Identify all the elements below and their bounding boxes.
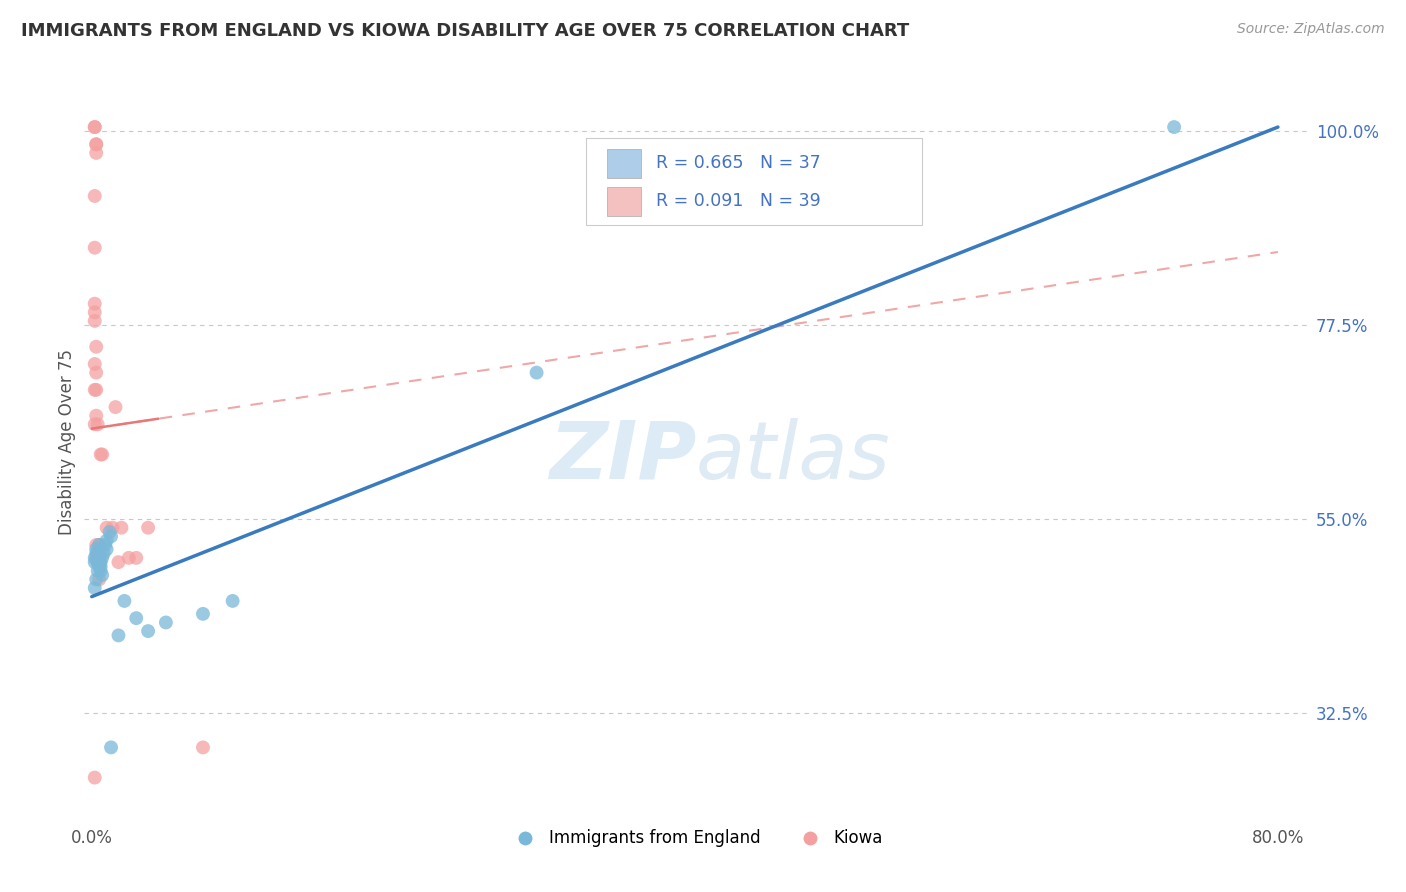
Point bbox=[86, 547, 108, 561]
Point bbox=[96, 542, 118, 557]
Bar bbox=[606, 149, 641, 178]
Point bbox=[136, 521, 159, 535]
Point bbox=[91, 550, 114, 565]
Point bbox=[84, 550, 107, 565]
Point bbox=[83, 120, 105, 134]
Point bbox=[83, 189, 105, 203]
Point bbox=[89, 538, 111, 552]
Point bbox=[91, 447, 114, 461]
Point bbox=[125, 611, 148, 625]
Point bbox=[86, 550, 108, 565]
Point bbox=[896, 211, 918, 225]
Point bbox=[90, 555, 112, 569]
Point bbox=[89, 538, 111, 552]
Point bbox=[101, 521, 124, 535]
Point bbox=[83, 305, 105, 319]
Point bbox=[89, 547, 111, 561]
Point bbox=[83, 555, 105, 569]
Text: Source: ZipAtlas.com: Source: ZipAtlas.com bbox=[1237, 22, 1385, 37]
Point bbox=[221, 594, 243, 608]
Point bbox=[83, 241, 105, 255]
Legend: Immigrants from England, Kiowa: Immigrants from England, Kiowa bbox=[502, 822, 890, 854]
Point bbox=[86, 555, 108, 569]
Point bbox=[83, 771, 105, 785]
Point bbox=[84, 383, 107, 397]
Point bbox=[86, 550, 108, 565]
Point bbox=[84, 409, 107, 423]
Point bbox=[107, 555, 129, 569]
Point bbox=[83, 314, 105, 328]
Point bbox=[91, 568, 114, 582]
Y-axis label: Disability Age Over 75: Disability Age Over 75 bbox=[58, 349, 76, 534]
Point bbox=[107, 628, 129, 642]
Text: IMMIGRANTS FROM ENGLAND VS KIOWA DISABILITY AGE OVER 75 CORRELATION CHART: IMMIGRANTS FROM ENGLAND VS KIOWA DISABIL… bbox=[21, 22, 910, 40]
Point bbox=[96, 521, 118, 535]
Point bbox=[89, 538, 111, 552]
Point bbox=[89, 550, 111, 565]
Point bbox=[89, 559, 111, 574]
Point bbox=[89, 573, 111, 587]
Point bbox=[191, 607, 214, 621]
Point bbox=[155, 615, 177, 630]
Point bbox=[125, 550, 148, 565]
Point bbox=[89, 555, 111, 569]
Point bbox=[84, 340, 107, 354]
Point bbox=[118, 550, 141, 565]
Point bbox=[112, 594, 135, 608]
Bar bbox=[606, 186, 641, 216]
Point bbox=[83, 120, 105, 134]
Point bbox=[1163, 120, 1185, 134]
Point bbox=[84, 573, 107, 587]
FancyBboxPatch shape bbox=[586, 138, 922, 226]
Text: R = 0.665   N = 37: R = 0.665 N = 37 bbox=[655, 154, 820, 172]
Point bbox=[93, 547, 115, 561]
Point bbox=[86, 417, 108, 432]
Point bbox=[100, 740, 122, 755]
Point bbox=[136, 624, 159, 639]
Point bbox=[191, 740, 214, 755]
Text: ZIP: ZIP bbox=[548, 417, 696, 496]
Point bbox=[96, 533, 118, 548]
Point bbox=[84, 366, 107, 380]
Point bbox=[90, 564, 112, 578]
Point bbox=[94, 538, 117, 552]
Point bbox=[526, 366, 548, 380]
Point bbox=[100, 529, 122, 543]
Point bbox=[104, 400, 127, 414]
Point bbox=[83, 296, 105, 310]
Text: R = 0.091   N = 39: R = 0.091 N = 39 bbox=[655, 192, 820, 211]
Point bbox=[98, 524, 121, 539]
Point bbox=[84, 137, 107, 152]
Point bbox=[84, 538, 107, 552]
Point bbox=[86, 564, 108, 578]
Point bbox=[83, 550, 105, 565]
Point bbox=[83, 357, 105, 371]
Point bbox=[84, 145, 107, 160]
Point bbox=[84, 542, 107, 557]
Point bbox=[90, 559, 112, 574]
Point bbox=[110, 521, 132, 535]
Point bbox=[83, 383, 105, 397]
Point bbox=[90, 447, 112, 461]
Point bbox=[86, 550, 108, 565]
Point bbox=[86, 555, 108, 569]
Point bbox=[89, 555, 111, 569]
Text: atlas: atlas bbox=[696, 417, 891, 496]
Point bbox=[83, 417, 105, 432]
Point bbox=[84, 547, 107, 561]
Point bbox=[84, 137, 107, 152]
Point bbox=[83, 581, 105, 595]
